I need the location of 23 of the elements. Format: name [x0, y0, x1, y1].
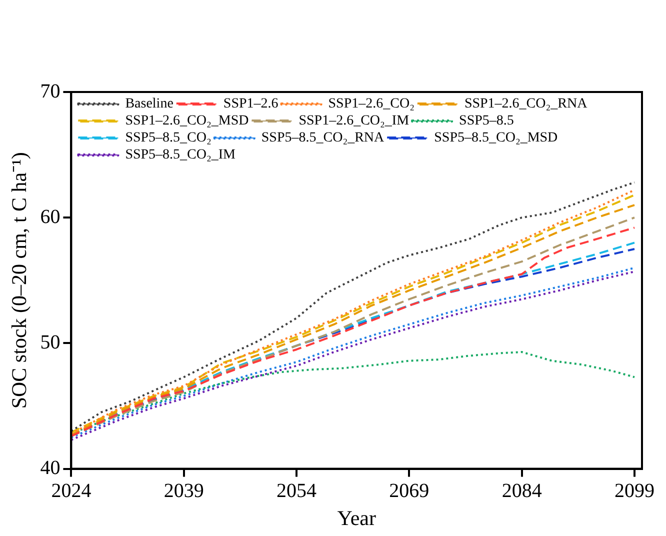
y-tick-label: 60	[40, 206, 60, 228]
y-tick-label: 50	[40, 331, 60, 354]
x-tick-label: 2024	[51, 480, 92, 502]
x-tick-label: 2084	[502, 480, 542, 502]
legend-label: SSP1–2.6_CO₂_RNA	[464, 96, 588, 112]
legend-label: SSP5–8.5_CO₂	[125, 130, 212, 146]
legend-label: SSP5–8.5_CO₂_MSD	[434, 130, 558, 146]
legend-label: SSP1–2.6	[223, 96, 278, 112]
x-axis-title: Year	[337, 506, 376, 530]
x-tick-label: 2039	[164, 480, 204, 502]
y-axis-title: SOC stock (0–20 cm, t C ha⁻¹)	[7, 152, 32, 409]
x-tick-label: 2054	[276, 480, 317, 502]
legend-label: SSP1–2.6_CO₂_IM	[298, 114, 410, 129]
x-tick-label: 2069	[389, 480, 430, 502]
legend-label: SSP5–8.5_CO₂_IM	[125, 148, 236, 163]
y-tick-label: 40	[40, 457, 60, 480]
legend-label: Baseline	[125, 96, 174, 112]
legend-label: SSP1–2.6_CO₂_MSD	[125, 114, 249, 129]
x-tick-label: 2099	[614, 480, 654, 502]
legend-label: SSP5–8.5_CO₂_RNA	[261, 130, 386, 146]
legend-label: SSP5–8.5	[459, 114, 514, 129]
y-tick-label: 70	[40, 80, 60, 102]
legend-label: SSP1–2.6_CO₂	[328, 96, 415, 112]
